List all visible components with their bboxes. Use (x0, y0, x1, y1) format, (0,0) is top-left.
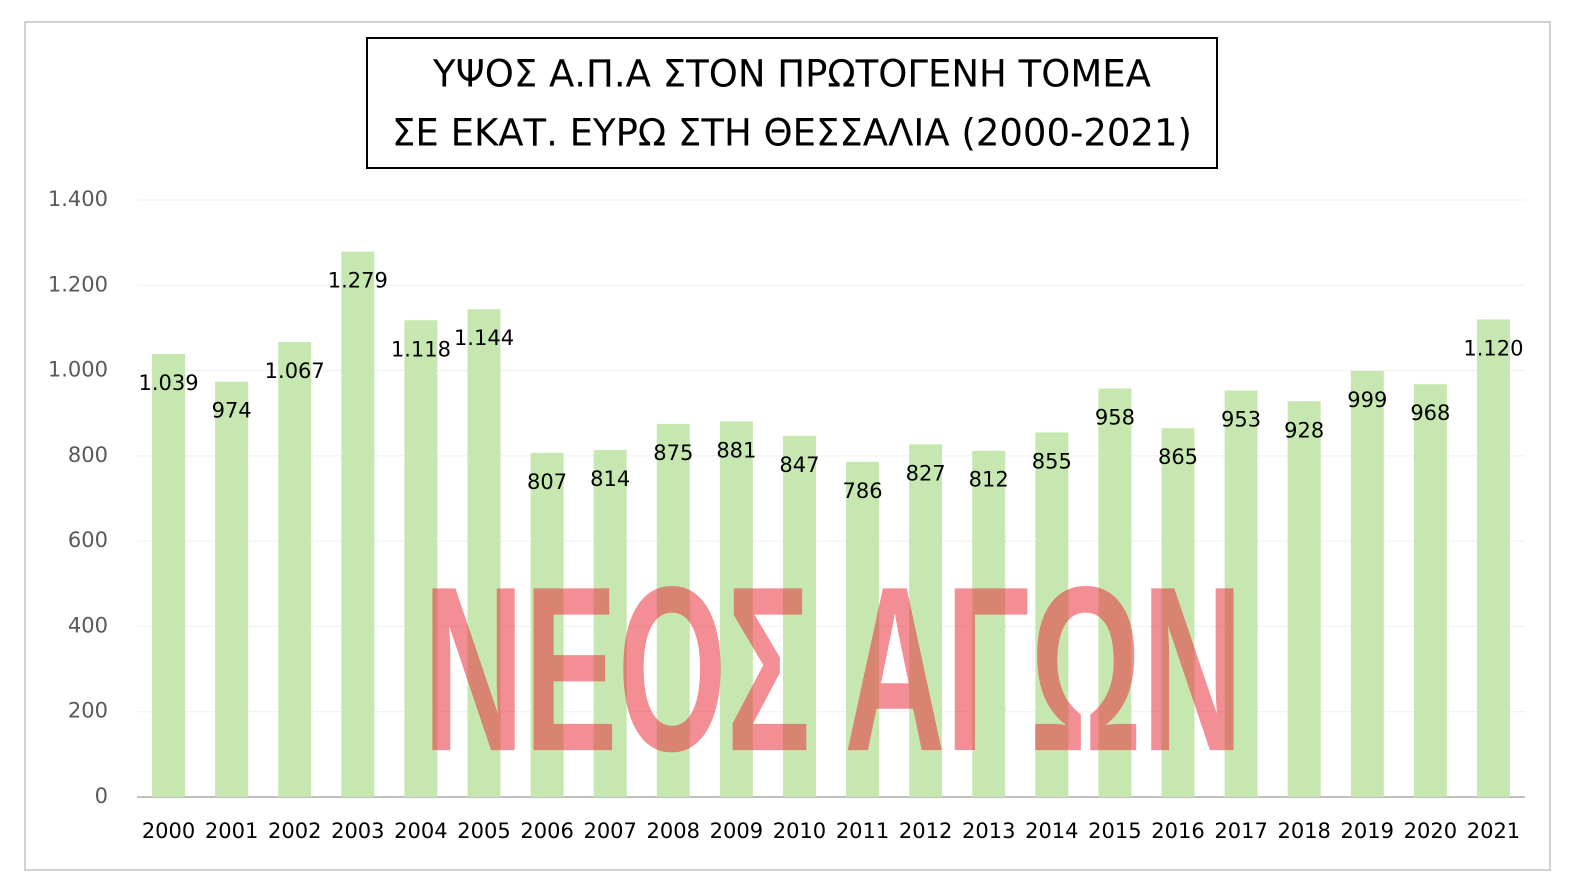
value-label: 847 (779, 453, 819, 477)
x-tick-label: 2007 (583, 819, 636, 843)
bar (1161, 428, 1195, 797)
value-label: 999 (1347, 388, 1387, 412)
bar (1224, 390, 1258, 797)
value-label: 968 (1410, 401, 1450, 425)
x-tick-label: 2010 (773, 819, 826, 843)
bar (656, 423, 690, 797)
value-label: 1.039 (138, 371, 198, 395)
value-label: 1.120 (1463, 336, 1523, 360)
bar (215, 381, 249, 797)
y-tick-label: 1.200 (48, 272, 108, 296)
value-label: 812 (969, 468, 1009, 492)
x-tick-label: 2015 (1088, 819, 1141, 843)
value-label: 928 (1284, 418, 1324, 442)
bar (846, 461, 880, 797)
bar (972, 450, 1006, 797)
value-label: 814 (590, 467, 630, 491)
value-label: 1.118 (391, 337, 451, 361)
value-label: 953 (1221, 408, 1261, 432)
value-label: 974 (212, 399, 252, 423)
y-tick-label: 1.000 (48, 358, 108, 382)
value-label: 1.067 (265, 359, 325, 383)
value-label: 958 (1095, 405, 1135, 429)
x-tick-label: 2001 (205, 819, 258, 843)
bar (1413, 384, 1447, 797)
value-label: 865 (1158, 445, 1198, 469)
y-tick-label: 800 (68, 443, 108, 467)
y-tick-label: 0 (95, 784, 108, 808)
bar (341, 251, 375, 798)
bar (719, 421, 753, 797)
bar (1287, 401, 1321, 797)
watermark: ΝΕΟΣ ΑΓΩΝ (423, 537, 1243, 800)
bar (782, 435, 816, 797)
bar (1035, 432, 1069, 797)
x-tick-label: 2017 (1214, 819, 1267, 843)
bar (1098, 388, 1132, 797)
value-label: 855 (1032, 449, 1072, 473)
x-tick-label: 2018 (1277, 819, 1330, 843)
value-label: 881 (716, 438, 756, 462)
chart-title: ΣΕ ΕΚΑΤ. ΕΥΡΩ ΣΤΗ ΘΕΣΣΑΛΙΑ (2000-2021) (392, 112, 1192, 155)
y-tick-label: 200 (68, 699, 108, 723)
x-tick-label: 2019 (1341, 819, 1394, 843)
x-tick-label: 2016 (1151, 819, 1204, 843)
x-tick-label: 2004 (394, 819, 447, 843)
bar (909, 444, 943, 797)
bar (404, 320, 438, 797)
x-tick-label: 2011 (836, 819, 889, 843)
x-tick-label: 2009 (710, 819, 763, 843)
y-tick-label: 600 (68, 528, 108, 552)
value-label: 875 (653, 441, 693, 465)
x-tick-label: 2013 (962, 819, 1015, 843)
x-tick-label: 2003 (331, 819, 384, 843)
bar (593, 449, 627, 797)
x-tick-label: 2008 (647, 819, 700, 843)
x-tick-label: 2005 (457, 819, 510, 843)
bar (1350, 370, 1384, 797)
x-tick-label: 2021 (1467, 819, 1520, 843)
bar (152, 353, 186, 797)
value-label: 807 (527, 470, 567, 494)
x-tick-label: 2000 (142, 819, 195, 843)
value-label: 1.144 (454, 326, 514, 350)
x-tick-label: 2006 (520, 819, 573, 843)
y-tick-label: 1.400 (48, 187, 108, 211)
value-label: 827 (906, 461, 946, 485)
x-tick-label: 2012 (899, 819, 952, 843)
bar (530, 452, 564, 797)
x-tick-label: 2002 (268, 819, 321, 843)
bar (278, 342, 312, 797)
title-box (366, 37, 1218, 169)
value-label: 1.279 (328, 269, 388, 293)
x-tick-label: 2014 (1025, 819, 1078, 843)
value-label: 786 (842, 479, 882, 503)
chart-title: ΥΨΟΣ Α.Π.Α ΣΤΟΝ ΠΡΩΤΟΓΕΝΗ ΤΟΜΕΑ (432, 53, 1151, 96)
bar (1476, 319, 1510, 797)
x-tick-label: 2020 (1404, 819, 1457, 843)
y-tick-label: 400 (68, 613, 108, 637)
bar (467, 309, 501, 797)
